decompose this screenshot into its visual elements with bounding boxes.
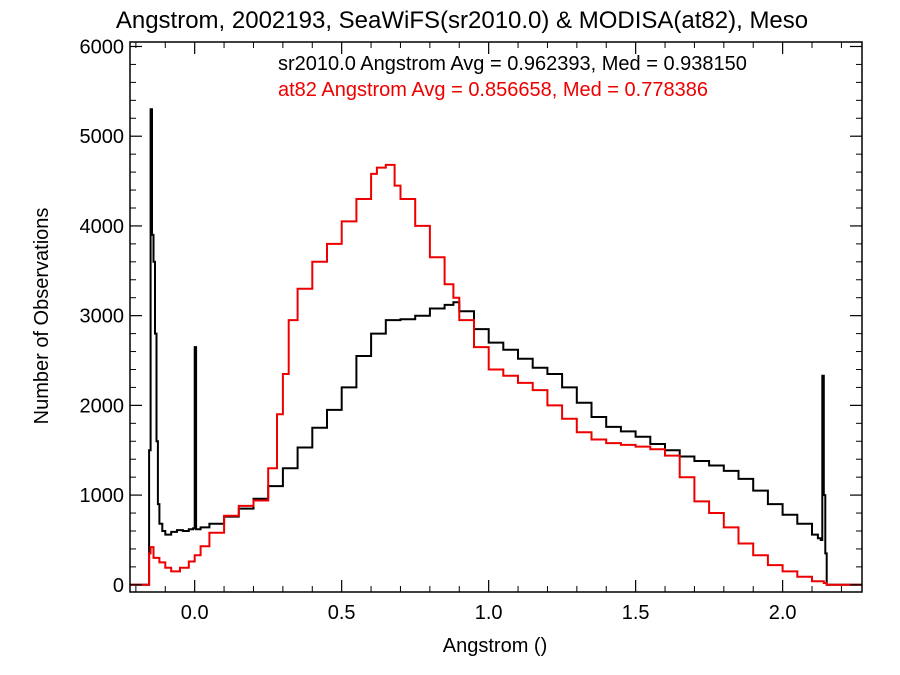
y-tick-label-4: 4000: [80, 216, 125, 238]
chart-title: Angstrom, 2002193, SeaWiFS(sr2010.0) & M…: [116, 7, 808, 34]
x-axis-label: Angstrom (): [443, 635, 547, 657]
x-tick-label-1: 0.5: [328, 602, 356, 624]
x-tick-label-4: 2.0: [769, 602, 797, 624]
x-tick-label-0: 0.0: [181, 602, 209, 624]
x-tick-label-3: 1.5: [622, 602, 650, 624]
y-tick-label-6: 6000: [80, 36, 125, 58]
y-tick-label-1: 1000: [80, 485, 125, 507]
series-line-1: [130, 163, 862, 586]
axes-layer: 0.0 0.5 1.0 1.5 2.0 0 1000 2000 3000 4000 5000 6000: [80, 36, 863, 624]
y-axis-label: Number of Observations: [31, 208, 53, 425]
y-tick-label-2: 2000: [80, 395, 125, 417]
series-layer: [130, 108, 862, 586]
plot-frame: [129, 41, 863, 593]
y-tick-label-5: 5000: [80, 126, 125, 148]
series-line-0: [130, 108, 862, 586]
y-tick-label-3: 3000: [80, 306, 125, 328]
x-tick-label-2: 1.0: [475, 602, 503, 624]
annotation-sr2010: sr2010.0 Angstrom Avg = 0.962393, Med = …: [278, 53, 747, 75]
annotation-at82: at82 Angstrom Avg = 0.856658, Med = 0.77…: [278, 79, 708, 101]
y-tick-label-0: 0: [113, 575, 124, 597]
